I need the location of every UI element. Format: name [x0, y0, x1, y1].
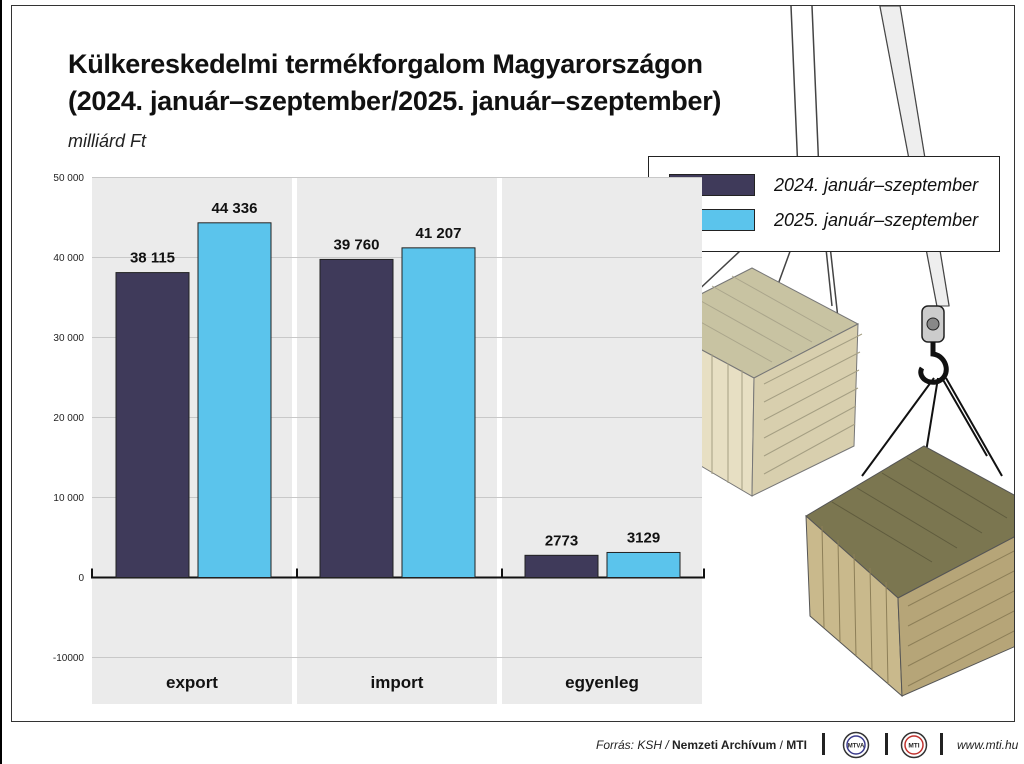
legend-label-2024: 2024. január–szeptember: [774, 174, 979, 195]
source-prefix: Forrás: KSH /: [596, 738, 673, 752]
footer: Forrás: KSH / Nemzeti Archívum / MTI MTV…: [0, 728, 1024, 764]
category-label: export: [166, 673, 218, 692]
category-label: import: [371, 673, 424, 692]
footer-separator: [885, 733, 888, 755]
chart-title: Külkereskedelmi termékforgalom Magyarors…: [68, 46, 721, 120]
mtva-logo-icon: MTVA: [842, 731, 870, 759]
source-separator: /: [776, 738, 787, 752]
crate-lower: [805, 445, 1014, 698]
source-text: Forrás: KSH / Nemzeti Archívum / MTI: [596, 738, 807, 752]
unit-label: milliárd Ft: [68, 131, 147, 151]
y-tick-label: 40 000: [53, 253, 84, 264]
hook-icon: [918, 305, 949, 385]
y-tick-label: 20 000: [53, 413, 84, 424]
y-tick-label: 30 000: [53, 333, 84, 344]
legend-label-2025: 2025. január–szeptember: [774, 209, 979, 230]
edge-bar: [0, 0, 2, 764]
y-tick-label: -10000: [53, 653, 85, 664]
legend-item-2024: 2024. január–szeptember: [669, 173, 978, 197]
mti-logo-text: MTI: [908, 743, 919, 750]
data-label: 39 760: [334, 236, 380, 253]
data-label: 44 336: [212, 200, 258, 217]
mti-logo-icon: MTI: [900, 731, 928, 759]
data-label: 2773: [545, 532, 578, 549]
data-label: 38 115: [130, 250, 175, 267]
bar-egyenleg-2024: [524, 554, 599, 578]
legend: 2024. január–szeptember 2025. január–sze…: [648, 156, 1000, 252]
y-tick-label: 10 000: [53, 493, 84, 504]
data-label: 3129: [627, 529, 660, 546]
bar-import-2025: [401, 247, 476, 578]
chart-title-line2: (2024. január–szeptember/2025. január–sz…: [68, 86, 722, 116]
y-tick-label: 50 000: [53, 173, 84, 184]
data-label: 41 207: [416, 225, 462, 242]
category-label: egyenleg: [565, 673, 639, 692]
bar-import-2024: [319, 258, 394, 578]
website-url: www.mti.hu: [957, 738, 1019, 752]
bar-egyenleg-2025: [606, 551, 681, 579]
bar-export-2025: [197, 222, 272, 578]
footer-separator: [940, 733, 943, 755]
y-tick-label: 0: [78, 573, 84, 584]
category-panel-egyenleg: [502, 177, 702, 704]
source-archive: Nemzeti Archívum: [672, 738, 777, 752]
mtva-logo-text: MTVA: [848, 744, 865, 750]
chart-title-line1: Külkereskedelmi termékforgalom Magyarors…: [68, 49, 703, 79]
footer-separator: [822, 733, 825, 755]
source-mti: MTI: [786, 738, 807, 752]
bar-export-2024: [115, 272, 190, 578]
